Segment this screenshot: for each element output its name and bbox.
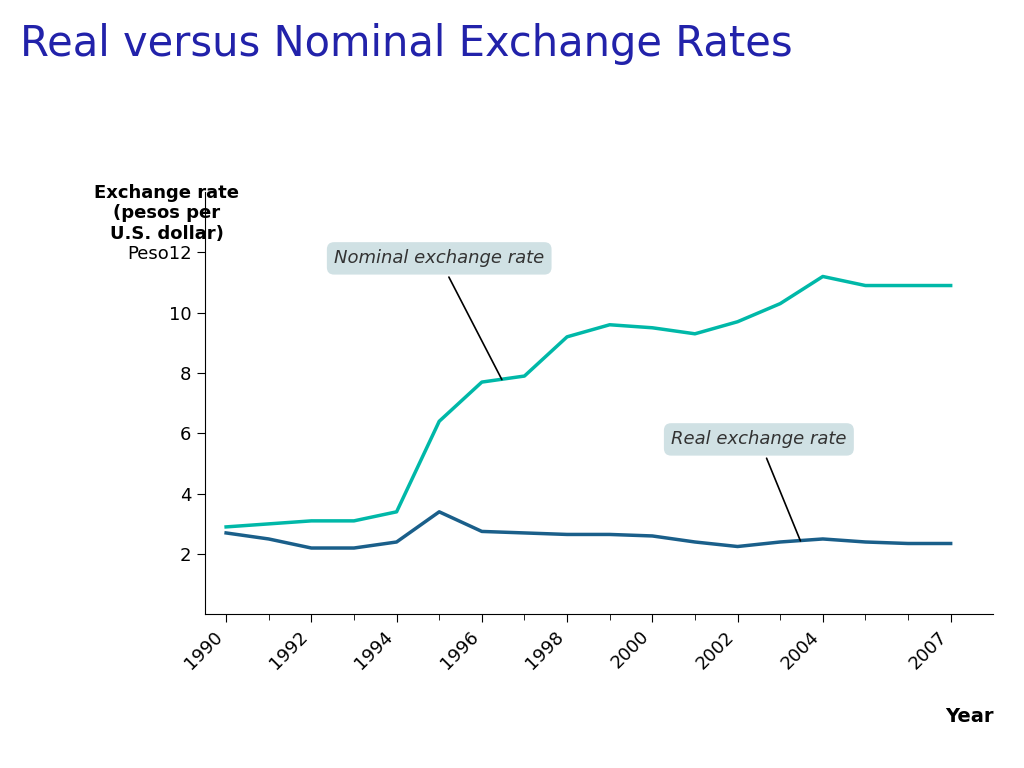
Text: Year: Year [945, 707, 993, 727]
Text: Real exchange rate: Real exchange rate [671, 430, 847, 541]
Text: Nominal exchange rate: Nominal exchange rate [334, 250, 545, 379]
Text: Real versus Nominal Exchange Rates: Real versus Nominal Exchange Rates [20, 23, 794, 65]
Text: Exchange rate
(pesos per
U.S. dollar): Exchange rate (pesos per U.S. dollar) [94, 184, 240, 243]
